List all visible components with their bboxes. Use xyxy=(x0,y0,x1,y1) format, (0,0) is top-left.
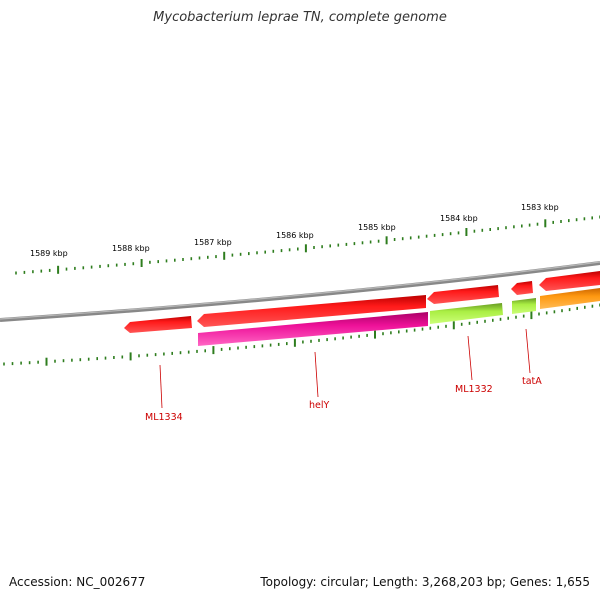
map-title: Mycobacterium leprae TN, complete genome xyxy=(153,10,447,25)
gene-tatA-upper-arrow[interactable] xyxy=(511,281,533,295)
leader-line-helY xyxy=(314,351,319,398)
ruler-label-1587: 1587 kbp xyxy=(194,238,232,247)
ruler-label-1588: 1588 kbp xyxy=(112,244,150,253)
accession-text: Accession: NC_002677 xyxy=(9,575,146,589)
gene-helY-bar[interactable] xyxy=(198,312,428,346)
ruler-label-1589: 1589 kbp xyxy=(30,249,68,258)
leader-line-tatA xyxy=(525,328,531,374)
gene-label-ML1332: ML1332 xyxy=(455,384,493,395)
gene-ML1332-bar[interactable] xyxy=(430,303,503,324)
gene-right-upper-arrow[interactable] xyxy=(539,271,600,291)
outer-ruler-ticks xyxy=(15,215,600,275)
gene-label-helY: helY xyxy=(309,400,330,411)
gene-label-tatA: tatA xyxy=(522,376,542,387)
gene-ML1332-upper-arrow[interactable] xyxy=(427,285,499,304)
inner-ruler-ticks xyxy=(3,303,600,366)
ruler-label-1584: 1584 kbp xyxy=(440,214,478,223)
gene-right-orange-bar[interactable] xyxy=(540,288,600,309)
leader-line-ML1334 xyxy=(159,364,163,409)
gene-label-ML1334: ML1334 xyxy=(145,412,183,423)
gene-ML1333-arrow[interactable] xyxy=(197,295,426,327)
gene-ML1334-arrow[interactable] xyxy=(124,316,192,333)
ruler-label-1583: 1583 kbp xyxy=(521,203,559,212)
ruler-label-1586: 1586 kbp xyxy=(276,231,314,240)
topology-text: Topology: circular; Length: 3,268,203 bp… xyxy=(260,575,590,589)
genome-backbone-highlight xyxy=(0,261,600,320)
leader-line-ML1332 xyxy=(467,335,473,381)
genome-backbone xyxy=(0,261,600,322)
ruler-label-1585: 1585 kbp xyxy=(358,223,396,232)
gene-tatA-bar[interactable] xyxy=(512,298,536,314)
